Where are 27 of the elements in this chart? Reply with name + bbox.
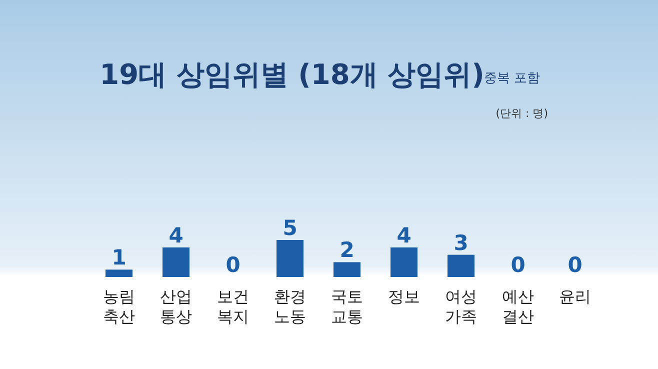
data-label: 4: [168, 223, 184, 248]
x-tick-label: 농림 축산: [103, 287, 135, 326]
x-tick-label: 예산 결산: [502, 287, 534, 326]
bar: [334, 262, 360, 277]
chart-title: 19대 상임위별 (18개 상임위): [100, 58, 484, 91]
x-tick-label: 여성 가족: [445, 287, 477, 326]
data-label: 5: [282, 216, 298, 240]
x-tick-label: 보건 복지: [217, 287, 249, 326]
text: (단위 : 명): [496, 107, 548, 120]
data-label: 0: [568, 253, 582, 277]
bar: [106, 270, 132, 277]
bar: [276, 240, 304, 277]
data-label: 0: [226, 253, 240, 277]
x-tick-label: 윤리: [559, 287, 591, 306]
x-tick-label: 국토 교통: [331, 287, 363, 326]
data-label: 0: [510, 253, 526, 277]
x-tick-label: 환경 노동: [274, 287, 306, 326]
chart-subtitle: 중복 포함: [484, 71, 540, 86]
bar: [390, 247, 418, 277]
x-tick-label: 산업 통상: [160, 287, 192, 326]
bar: [448, 254, 474, 277]
bar: [162, 247, 190, 277]
x-tick-label: 정보: [388, 287, 420, 306]
data-label: 4: [396, 223, 412, 248]
data-label: 3: [454, 230, 468, 255]
data-label: 2: [340, 238, 354, 262]
data-label: 1: [112, 246, 126, 270]
